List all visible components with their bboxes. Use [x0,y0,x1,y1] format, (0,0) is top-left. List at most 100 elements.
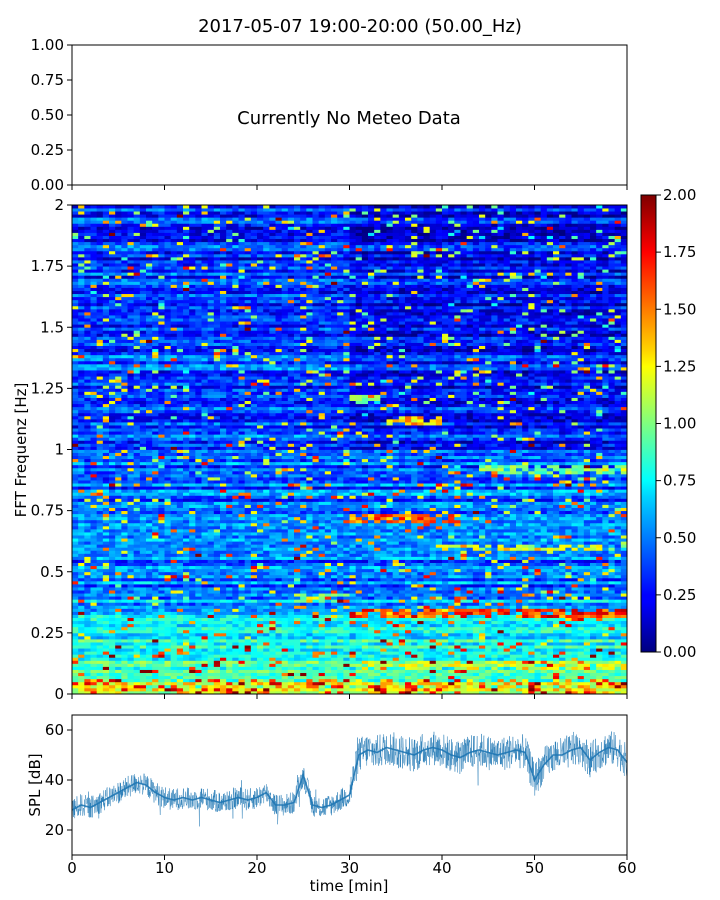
spectrogram-cell [429,562,437,567]
spectrogram-cell [232,599,239,603]
spectrogram-cell [380,602,387,606]
spectrogram-cell [546,660,554,664]
spectrogram-cell [300,550,307,554]
spectrogram-cell [269,623,276,628]
spectrogram-cell [121,675,128,680]
spectrogram-cell [257,550,264,554]
spectrogram-cell [115,635,122,640]
spectrogram-cell [90,632,98,637]
spectrogram-cell [485,678,492,683]
spectrogram-cell [158,629,165,634]
spectrogram-cell [361,547,369,551]
spectrogram-cell [164,614,172,618]
spectrogram-cell [183,596,190,600]
spectrogram-cell [559,535,566,539]
spectrogram-cell [528,666,535,670]
spectrogram-cell [146,559,153,563]
spectrogram-cell [361,681,369,686]
spectrogram-cell [485,617,492,622]
spectrogram-cell [466,648,474,652]
spectrogram-cell [497,608,505,612]
spectrogram-cell [170,614,178,618]
spectrogram-cell [146,654,153,658]
spectrogram-cell [294,532,301,536]
spectrogram-cell [220,541,227,545]
spectrogram-cell [559,651,566,655]
spectrogram-cell [577,535,585,539]
spectrogram-cell [577,528,585,533]
spectrogram-cell [355,645,363,649]
spectrogram-cell [133,654,141,658]
spectrogram-cell [331,672,338,677]
spectrogram-cell [337,599,344,603]
spectrogram-cell [620,580,627,585]
spectrogram-cell [312,577,320,582]
spectrogram-cell [176,626,184,631]
spectrogram-cell [170,629,178,634]
spectrogram-cell [491,571,498,576]
spectrogram-cell [102,669,110,674]
spectrogram-cell [423,565,431,570]
spectrogram-cell [472,574,480,579]
spectrogram-cell [349,681,357,686]
spectrogram-cell [207,690,215,694]
spectrogram-cell [522,556,529,560]
spectrogram-cell [281,574,289,579]
spectrogram-cell [139,690,147,694]
spectrogram-cell [176,666,184,670]
spectrogram-cell [244,666,252,670]
spectrogram-cell [220,538,227,542]
spectrogram-cell [368,623,375,628]
spectrogram-cell [374,678,381,683]
spectrogram-cell [84,623,91,628]
spectrogram-cell [435,681,443,686]
spectrogram-cell [472,538,480,542]
spectrogram-cell [324,535,332,539]
spectrogram-cell [454,544,461,548]
spectrogram-cell [78,651,85,655]
spectrogram-cell [392,568,400,573]
spectrogram-cell [183,525,190,530]
spectrogram-cell [540,611,548,615]
spectrogram-cell [368,666,375,670]
spectrogram-cell [337,580,344,585]
spectrogram-cell [411,577,418,582]
spectrogram-cell [361,629,369,634]
spectrogram-cell [528,626,535,631]
spectrogram-cell [472,565,480,570]
spectrogram-cell [294,541,301,545]
spectrogram-cell [423,544,431,548]
spectrogram-cell [158,614,165,618]
spectrogram-cell [343,528,350,533]
spectrogram-cell [337,574,344,579]
spectrogram-cell [386,657,394,661]
spectrogram-cell [263,583,270,588]
spectrogram-cell [540,675,548,680]
spectrogram-cell [139,556,147,560]
spectrogram-cell [596,617,603,622]
spectrogram-cell [590,559,597,563]
spectrogram-cell [263,559,270,563]
spectrogram-cell [343,642,350,646]
spectrogram-cell [423,562,431,567]
spectrogram-cell [250,687,258,692]
spectrogram-cell [269,605,276,609]
spectrogram-cell [109,574,116,579]
spectrogram-cell [96,556,104,560]
spectrogram-cell [306,565,313,570]
spectrogram-cell [392,583,400,588]
spectrogram-cell [207,635,215,640]
spectrogram-cell [201,657,209,661]
spectrogram-cell [361,684,369,689]
spectrogram-cell [287,608,295,612]
spectrogram-cell [226,632,233,637]
spectrogram-cell [417,638,424,643]
spectrogram-cell [497,672,505,677]
spectrogram-cell [96,635,104,640]
spectrogram-cell [435,571,443,576]
spectrogram-cell [146,626,153,631]
spectrogram-cell [195,568,202,573]
spectrogram-cell [139,565,147,570]
spectrogram-cell [411,565,418,570]
spectrogram-cell [121,580,128,585]
